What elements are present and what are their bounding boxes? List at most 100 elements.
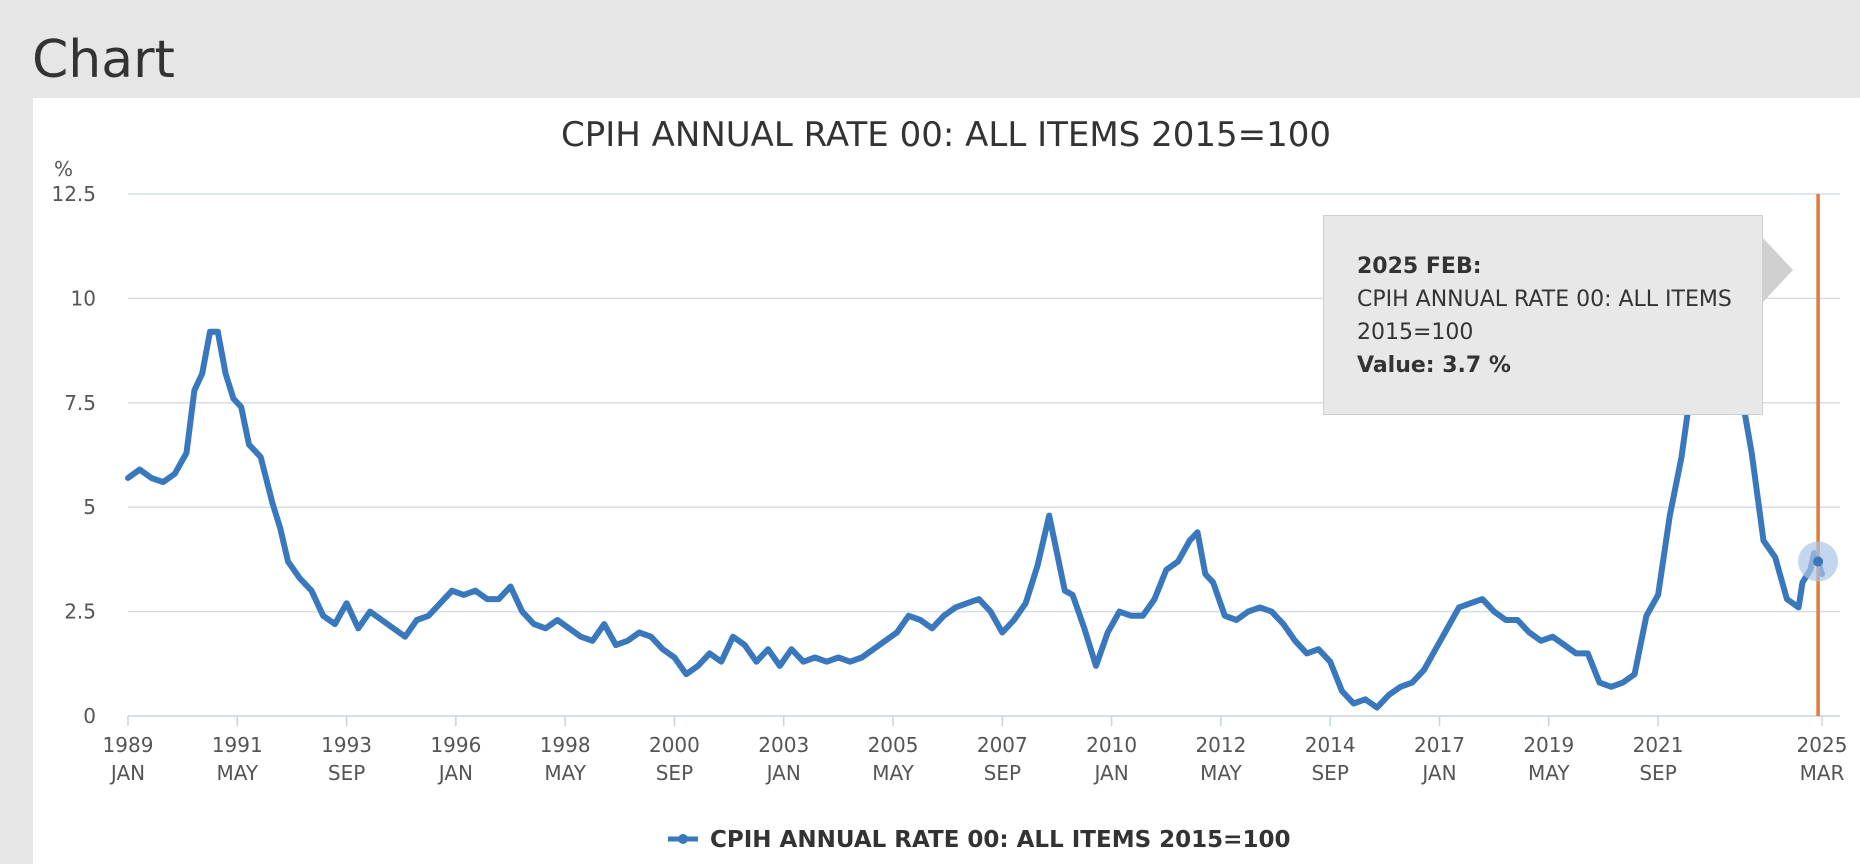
data-point	[1128, 613, 1134, 619]
x-tick-label-month: JAN	[1420, 761, 1456, 785]
data-point	[1210, 579, 1216, 585]
tooltip: 2025 FEB: CPIH ANNUAL RATE 00: ALL ITEMS…	[1323, 215, 1763, 415]
series-group	[125, 328, 1825, 711]
data-point	[1468, 600, 1474, 606]
data-point	[824, 659, 830, 665]
data-point	[1374, 705, 1380, 711]
data-point	[1643, 613, 1649, 619]
data-point	[1772, 554, 1778, 560]
data-point	[379, 617, 385, 623]
data-point	[1479, 596, 1485, 602]
legend[interactable]: CPIH ANNUAL RATE 00: ALL ITEMS 2015=100	[668, 827, 1290, 853]
x-tick-label-year: 2019	[1523, 733, 1574, 757]
data-point	[367, 609, 373, 615]
data-point	[1796, 604, 1802, 610]
data-point	[613, 642, 619, 648]
data-point	[952, 604, 958, 610]
chart-title: CPIH ANNUAL RATE 00: ALL ITEMS 2015=100	[561, 115, 1331, 155]
data-point	[230, 396, 236, 402]
data-point	[1526, 629, 1532, 635]
y-tick-label: 7.5	[64, 391, 96, 415]
data-point	[1315, 646, 1321, 652]
data-point	[999, 629, 1005, 635]
x-tick-label-year: 1989	[103, 733, 154, 757]
x-tick-label-month: MAY	[1200, 761, 1242, 785]
data-point	[543, 625, 549, 631]
x-tick-label-year: 2025	[1797, 733, 1848, 757]
data-point	[277, 525, 283, 531]
data-point	[1105, 629, 1111, 635]
data-point	[753, 659, 759, 665]
data-point	[601, 621, 607, 627]
data-point	[1202, 571, 1208, 577]
tooltip-date: 2025 FEB:	[1357, 254, 1482, 279]
data-point	[941, 613, 947, 619]
data-point	[1327, 659, 1333, 665]
data-point	[894, 629, 900, 635]
y-tick-label: 2.5	[64, 600, 96, 624]
data-point	[125, 475, 131, 481]
data-point	[1503, 617, 1509, 623]
data-point	[414, 617, 420, 623]
x-tick-label-month: JAN	[437, 761, 473, 785]
y-axis-unit: %	[54, 157, 73, 181]
data-point	[160, 479, 166, 485]
y-tick-label: 5	[83, 495, 96, 519]
data-point	[1194, 529, 1200, 535]
x-tick-label-month: SEP	[656, 761, 693, 785]
data-point	[1093, 663, 1099, 669]
data-point	[1054, 550, 1060, 556]
data-point	[1678, 454, 1684, 460]
data-point	[1561, 642, 1567, 648]
data-point	[1608, 684, 1614, 690]
data-point	[871, 646, 877, 652]
data-point	[906, 613, 912, 619]
data-point	[1046, 513, 1052, 519]
data-point	[1081, 625, 1087, 631]
x-tick-label-month: MAY	[872, 761, 914, 785]
data-point	[308, 588, 314, 594]
data-point	[355, 625, 361, 631]
data-point	[1023, 600, 1029, 606]
data-point	[660, 646, 666, 652]
data-point	[332, 621, 338, 627]
highlight-group	[1798, 194, 1839, 716]
legend-dot-swatch	[678, 834, 688, 844]
data-point	[1515, 617, 1521, 623]
data-point	[207, 329, 213, 335]
data-point	[437, 600, 443, 606]
data-point	[1269, 609, 1275, 615]
data-point	[742, 642, 748, 648]
x-tick-label-month: SEP	[328, 761, 365, 785]
data-point	[472, 588, 478, 594]
x-tick-label-year: 2007	[977, 733, 1028, 757]
data-point	[882, 638, 888, 644]
tooltip-pointer	[1763, 238, 1793, 302]
panel-title: Chart	[32, 30, 175, 90]
data-point	[625, 638, 631, 644]
data-point	[1292, 638, 1298, 644]
data-point	[508, 584, 514, 590]
x-tick-label-month: MAY	[216, 761, 258, 785]
x-tick-label-year: 2003	[758, 733, 809, 757]
data-point	[1491, 609, 1497, 615]
data-point	[847, 659, 853, 665]
legend-label: CPIH ANNUAL RATE 00: ALL ITEMS 2015=100	[710, 827, 1290, 853]
data-point	[223, 371, 229, 377]
tooltip-series: CPIH ANNUAL RATE 00: ALL ITEMS 2015=100	[1357, 287, 1732, 345]
data-point	[1304, 650, 1310, 656]
data-point	[1456, 604, 1462, 610]
data-point	[402, 634, 408, 640]
x-tick-label-month: MAY	[1528, 761, 1570, 785]
data-point	[964, 600, 970, 606]
data-point	[191, 387, 197, 393]
x-tick-label-year: 1993	[321, 733, 372, 757]
data-point	[1175, 558, 1181, 564]
data-point	[1362, 696, 1368, 702]
x-tick-label-year: 2017	[1414, 733, 1465, 757]
y-tick-label: 12.5	[51, 182, 96, 206]
data-point	[695, 663, 701, 669]
data-point	[988, 609, 994, 615]
data-point	[148, 475, 154, 481]
